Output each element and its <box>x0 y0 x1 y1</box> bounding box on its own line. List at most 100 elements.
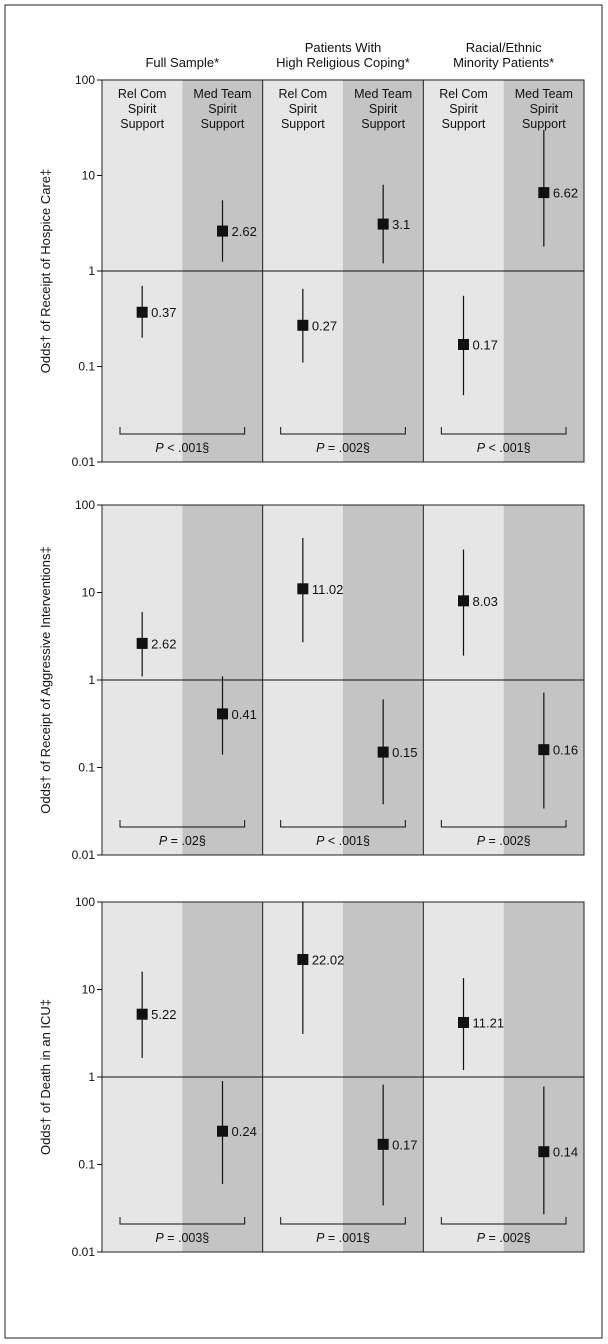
value-label: 5.22 <box>151 1007 176 1022</box>
subgroup-label: Med Team <box>354 87 412 101</box>
column-title: Racial/Ethnic <box>466 40 542 55</box>
p-value-symbol: P <box>477 1231 486 1245</box>
y-tick-label: 0.01 <box>72 455 96 469</box>
p-value-text: = .02§ <box>167 834 206 848</box>
comparison-bracket <box>440 820 567 828</box>
value-label: 6.62 <box>553 186 578 201</box>
subgroup-label: Support <box>120 117 164 131</box>
y-tick-label: 0.01 <box>72 848 96 862</box>
subgroup-label: Support <box>361 117 405 131</box>
value-label: 0.27 <box>312 318 337 333</box>
outer-frame <box>4 4 603 1339</box>
value-label: 8.03 <box>473 594 498 609</box>
value-label: 0.17 <box>473 337 498 352</box>
p-value-label: P < .001§ <box>155 441 209 455</box>
subgroup-label: Rel Com <box>279 87 328 101</box>
subgroup-label: Support <box>281 117 325 131</box>
subgroup-label: Med Team <box>515 87 573 101</box>
y-tick-label: 100 <box>75 895 95 909</box>
p-value-text: < .001§ <box>324 834 370 848</box>
subgroup-label: Support <box>201 117 245 131</box>
subgroup-label: Spirit <box>208 102 237 116</box>
column-title: Full Sample* <box>145 55 219 70</box>
value-label: 2.62 <box>232 224 257 239</box>
subgroup-label: Support <box>442 117 486 131</box>
comparison-bracket <box>119 427 246 435</box>
p-value-text: = .002§ <box>485 834 531 848</box>
p-value-text: = .002§ <box>485 1231 531 1245</box>
p-value-text: = .001§ <box>324 1231 370 1245</box>
p-value-symbol: P <box>316 834 325 848</box>
p-value-symbol: P <box>155 441 164 455</box>
subgroup-label: Spirit <box>449 102 478 116</box>
p-value-label: P < .001§ <box>316 834 370 848</box>
subgroup-label: Spirit <box>530 102 559 116</box>
subgroup-label: Support <box>522 117 566 131</box>
p-value-label: P = .002§ <box>316 441 370 455</box>
p-value-symbol: P <box>477 834 486 848</box>
y-tick-label: 0.1 <box>78 761 95 775</box>
value-label: 3.1 <box>392 217 410 232</box>
y-tick-label: 1 <box>88 673 95 687</box>
y-axis-label: Odds† of Receipt of Hospice Care‡ <box>38 169 53 374</box>
point-marker <box>217 225 228 237</box>
p-value-label: P < .001§ <box>477 441 531 455</box>
y-tick-label: 10 <box>82 586 96 600</box>
p-value-label: P = .002§ <box>477 834 531 848</box>
y-tick-label: 10 <box>82 169 96 183</box>
y-tick-label: 0.1 <box>78 1158 95 1172</box>
point-marker <box>538 1146 550 1158</box>
p-value-label: P = .002§ <box>477 1231 531 1245</box>
value-label: 0.37 <box>151 305 176 320</box>
comparison-bracket <box>440 427 567 435</box>
point-marker <box>297 583 309 595</box>
point-marker <box>458 1016 469 1028</box>
column-title: Minority Patients* <box>453 55 554 70</box>
y-tick-label: 0.01 <box>72 1245 96 1259</box>
p-value-label: P = .001§ <box>316 1231 370 1245</box>
column-title: High Religious Coping* <box>276 55 410 70</box>
point-marker <box>377 218 389 230</box>
y-tick-label: 1 <box>88 264 95 278</box>
p-value-symbol: P <box>316 441 325 455</box>
subgroup-label: Rel Com <box>118 87 167 101</box>
value-label: 0.14 <box>553 1145 578 1160</box>
point-marker <box>297 319 309 331</box>
point-marker <box>458 338 469 350</box>
p-value-text: = .003§ <box>164 1231 210 1245</box>
comparison-bracket <box>280 820 406 828</box>
comparison-bracket <box>119 820 246 828</box>
value-label: 11.21 <box>473 1015 505 1030</box>
y-tick-label: 1 <box>88 1070 95 1084</box>
point-marker <box>136 637 148 649</box>
point-marker <box>297 954 309 966</box>
subgroup-label: Spirit <box>369 102 398 116</box>
value-label: 0.15 <box>392 745 417 760</box>
point-marker <box>377 746 389 758</box>
p-value-symbol: P <box>159 834 168 848</box>
subgroup-label: Rel Com <box>439 87 488 101</box>
point-marker <box>217 1125 228 1137</box>
value-label: 22.02 <box>312 953 345 968</box>
p-value-label: P = .02§ <box>159 834 206 848</box>
subgroup-label: Spirit <box>289 102 318 116</box>
point-marker <box>377 1138 389 1150</box>
column-title: Patients With <box>305 40 382 55</box>
point-marker <box>136 306 148 318</box>
comparison-bracket <box>280 427 406 435</box>
p-value-text: < .001§ <box>485 441 531 455</box>
point-marker <box>136 1008 148 1020</box>
p-value-symbol: P <box>155 1231 164 1245</box>
point-marker <box>217 708 228 720</box>
p-value-symbol: P <box>316 1231 325 1245</box>
y-tick-label: 100 <box>75 498 95 512</box>
y-axis-label: Odds† of Death in an ICU‡ <box>38 999 53 1155</box>
point-marker <box>538 744 550 756</box>
subgroup-label: Med Team <box>193 87 251 101</box>
value-label: 11.02 <box>312 582 344 597</box>
y-tick-label: 0.1 <box>78 360 95 374</box>
p-value-text: = .002§ <box>324 441 370 455</box>
value-label: 0.16 <box>553 743 578 758</box>
